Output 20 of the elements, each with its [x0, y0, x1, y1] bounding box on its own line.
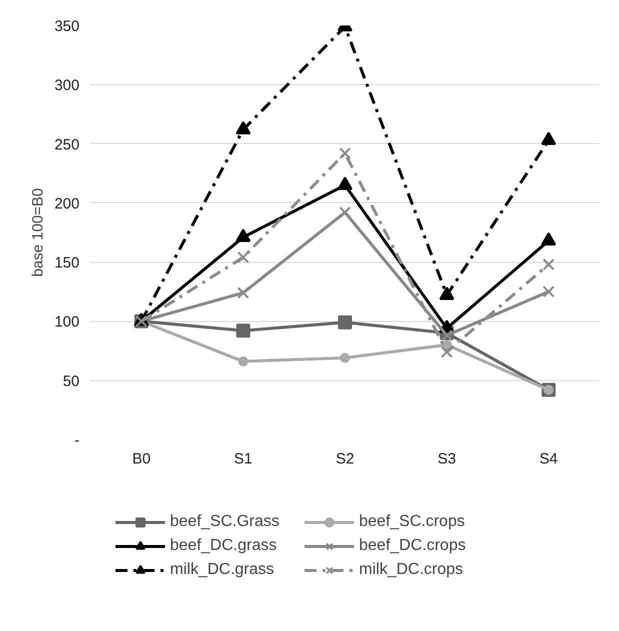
y-tick-label: 150 — [54, 254, 80, 272]
y-tick-label: - — [74, 432, 80, 449]
legend-label: beef_SC.crops — [359, 513, 466, 531]
x-tick-label: S1 — [234, 450, 252, 468]
y-tick-label: 100 — [54, 314, 80, 331]
y-tick-label: 50 — [62, 372, 80, 390]
y-axis-title: base 100=B0 — [29, 188, 46, 277]
x-tick-label: S3 — [438, 450, 456, 468]
y-tick-label: 350 — [54, 18, 80, 35]
legend-label: beef_DC.crops — [359, 537, 467, 555]
x-tick-label: S4 — [539, 450, 558, 468]
y-tick-label: 250 — [54, 136, 80, 154]
legend-label: beef_SC.Grass — [170, 513, 280, 531]
legend-label: milk_DC.crops — [359, 561, 464, 579]
legend-label: milk_DC.grass — [170, 561, 276, 579]
x-tick-label: S2 — [336, 450, 354, 468]
x-tick-label: B0 — [132, 450, 151, 468]
legend-label: beef_DC.grass — [170, 537, 278, 555]
y-tick-label: 300 — [54, 77, 80, 94]
y-tick-label: 200 — [54, 195, 80, 212]
